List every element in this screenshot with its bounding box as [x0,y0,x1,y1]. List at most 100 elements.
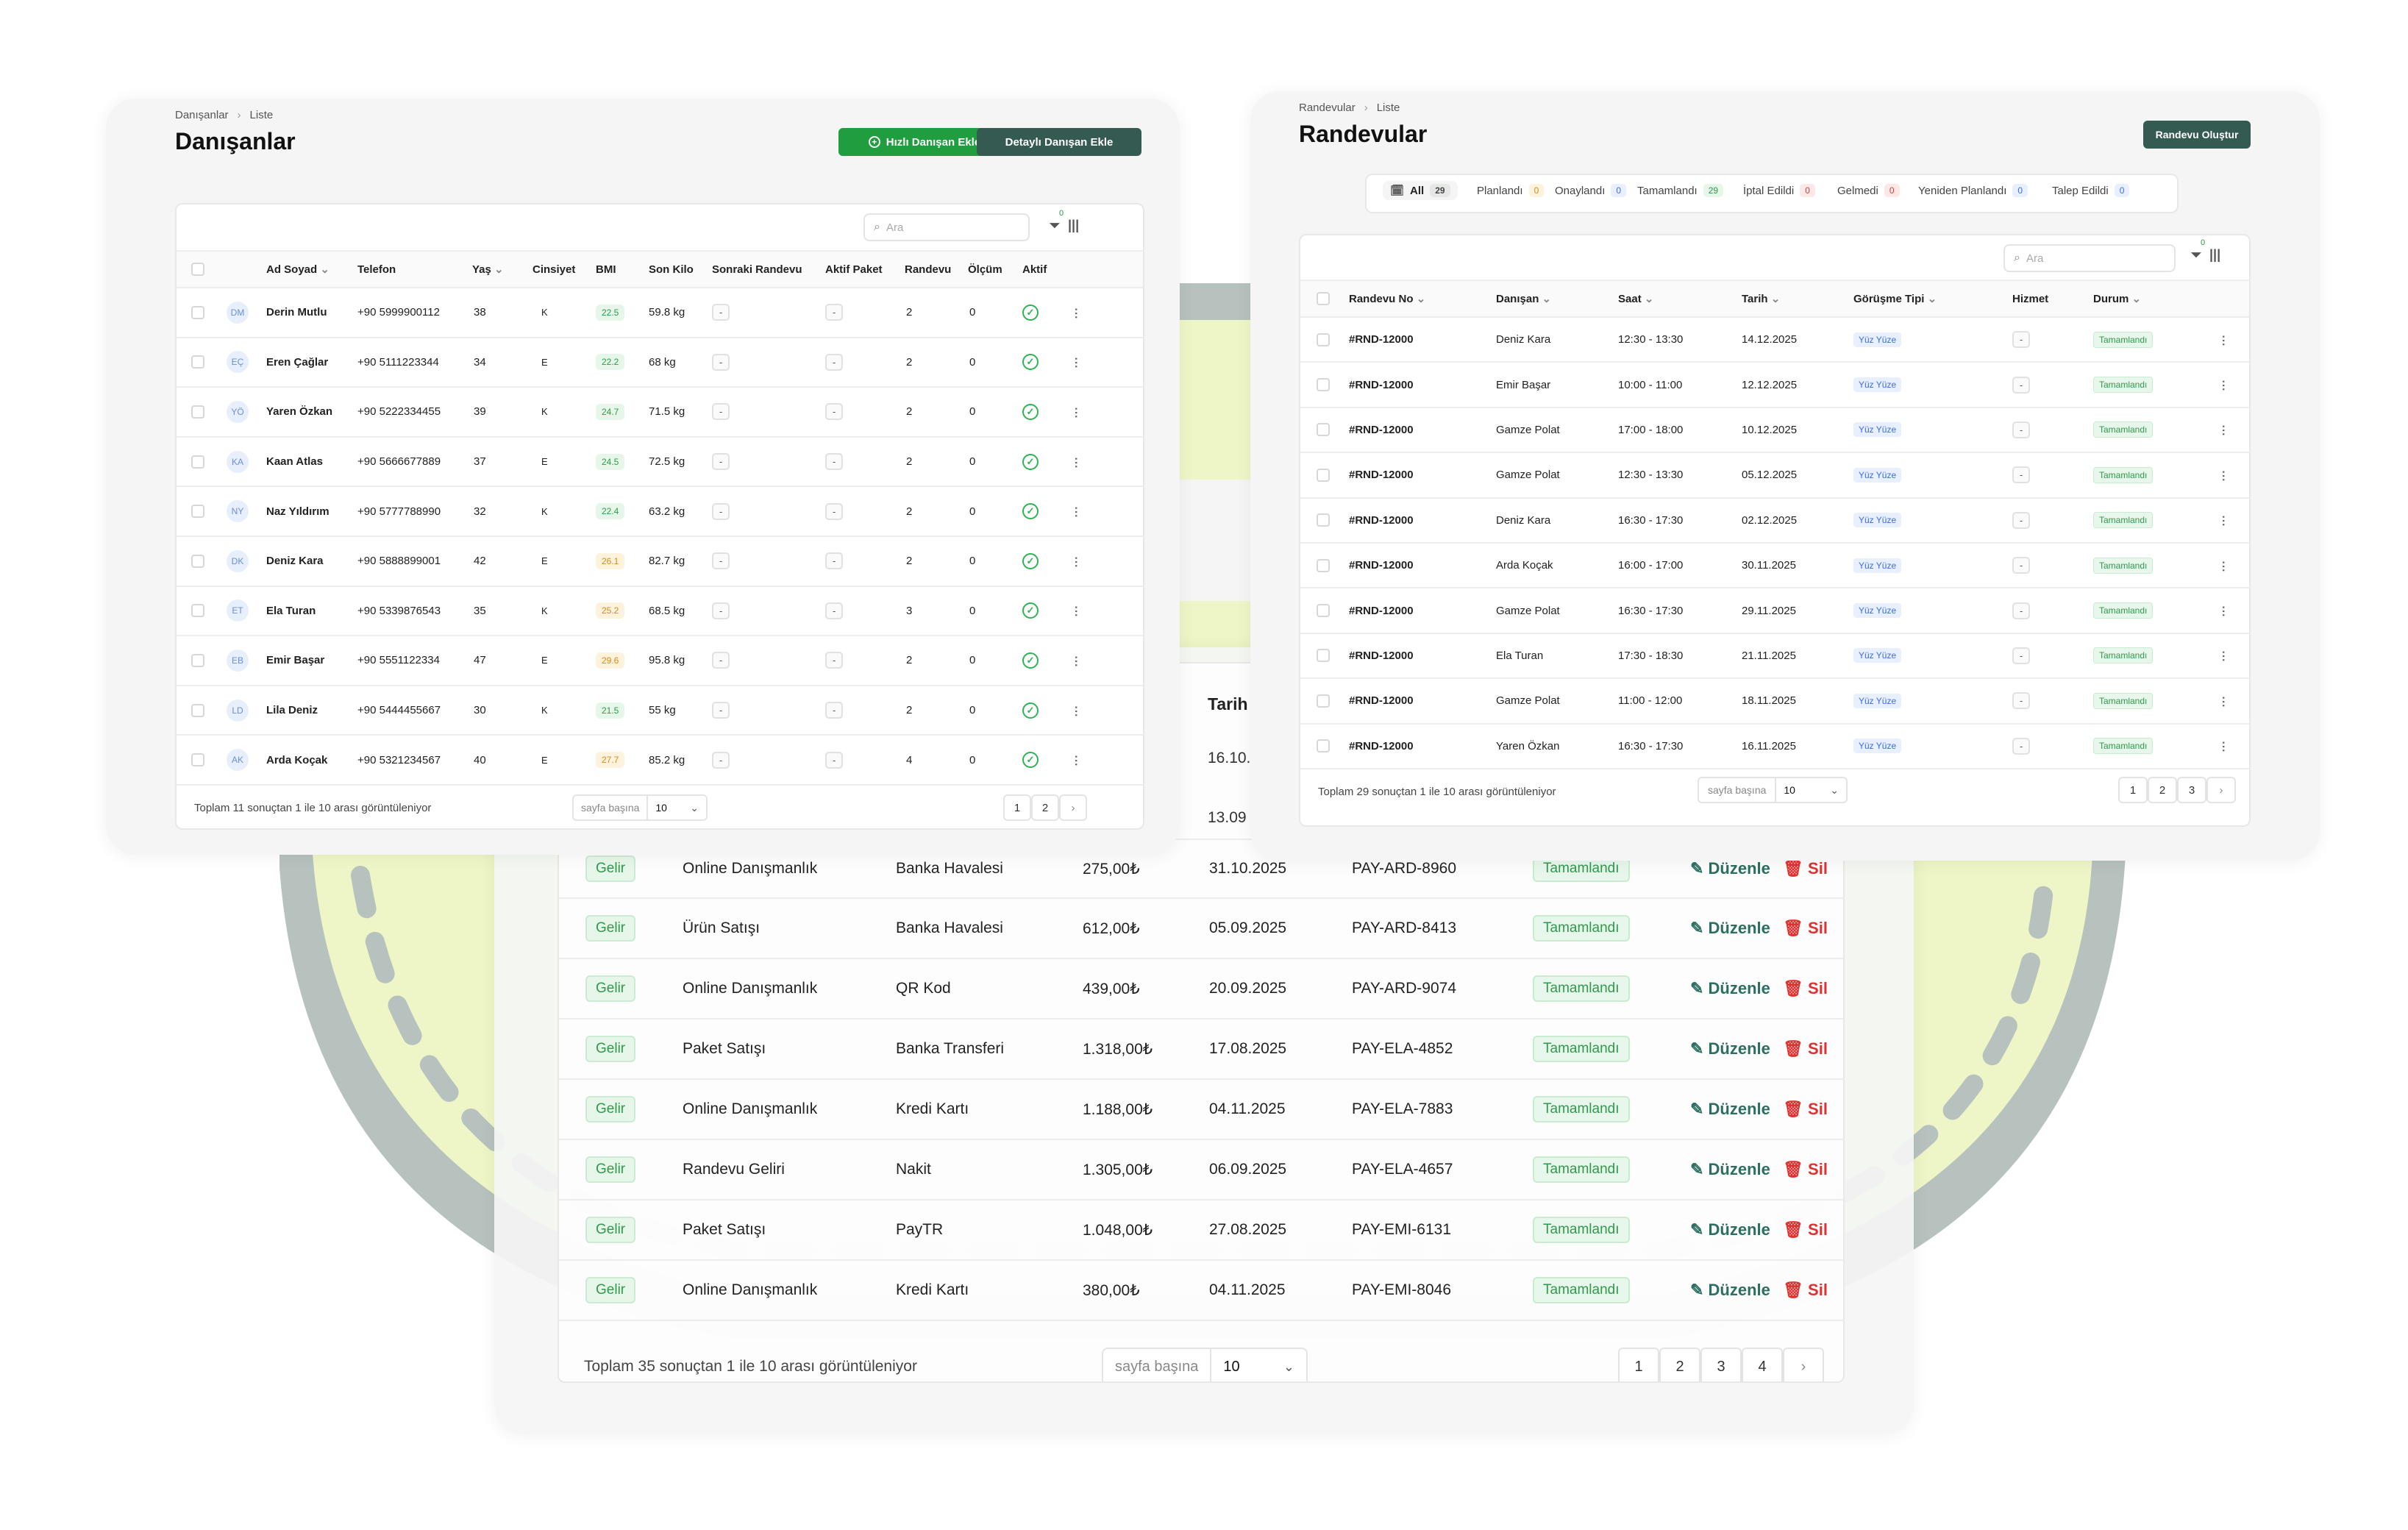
search-input[interactable]: ⌕ Ara [2003,244,2176,272]
delete-button[interactable]: 🗑 Sil [1783,1281,1828,1299]
appointment-number[interactable]: #RND-12000 [1349,559,1414,572]
row-checkbox[interactable] [191,753,204,767]
row-checkbox[interactable] [1317,739,1330,753]
row-checkbox[interactable] [1317,332,1330,346]
row-checkbox[interactable] [191,405,204,419]
row-actions-menu-icon[interactable]: ··· [2215,605,2234,617]
row-actions-menu-icon[interactable]: ··· [2215,740,2234,752]
delete-button[interactable]: 🗑 Sil [1783,1160,1828,1178]
payment-row[interactable]: Gelir Online Danışmanlık Kredi Kartı 380… [559,1261,1843,1321]
table-row[interactable]: NY Naz Yıldırım +90 5777788990 32 K 22.4 63.2 … [177,487,1143,537]
table-row[interactable]: AK Arda Koçak +90 5321234567 40 E 27.7 85.2 kg… [177,736,1143,786]
select-all-checkbox[interactable] [191,263,204,276]
table-row[interactable]: #RND-12000 Gamze Polat 11:00 - 12:00 18.11.… [1300,679,2249,725]
page-3-button[interactable]: 3 [1700,1348,1742,1381]
column-header[interactable]: Randevu No ⌄ [1349,293,1426,305]
client-name[interactable]: Derin Mutlu [266,306,327,319]
appointment-number[interactable]: #RND-12000 [1349,513,1414,527]
page-2-button[interactable]: 2 [1659,1348,1700,1381]
row-actions-menu-icon[interactable]: ··· [2215,333,2234,346]
row-checkbox[interactable] [1317,378,1330,392]
table-row[interactable]: KA Kaan Atlas +90 5666677889 37 E 24.5 72.5 kg… [177,438,1143,488]
table-row[interactable]: DK Deniz Kara +90 5888899001 42 E 26.1 82.7 kg… [177,537,1143,587]
breadcrumb-item[interactable]: Randevular [1299,102,1356,114]
payment-row[interactable]: Gelir Online Danışmanlık Banka Havalesi … [559,839,1843,899]
detailed-add-client-button[interactable]: Detaylı Danışan Ekle [977,128,1141,156]
edit-button[interactable]: ✎ Düzenle [1690,1039,1770,1058]
appointment-number[interactable]: #RND-12000 [1349,423,1414,436]
row-actions-menu-icon[interactable]: ··· [1067,455,1086,468]
edit-button[interactable]: ✎ Düzenle [1690,1281,1770,1299]
delete-button[interactable]: 🗑 Sil [1783,1039,1828,1058]
client-name[interactable]: Lila Deniz [266,704,318,717]
breadcrumb-item[interactable]: Liste [1376,102,1400,114]
client-name[interactable]: Deniz Kara [266,555,324,568]
row-actions-menu-icon[interactable]: ··· [2215,694,2234,707]
tab-i̇ptal-edildi[interactable]: İptal Edildi 0 [1743,184,1815,197]
column-header[interactable]: Saat ⌄ [1618,293,1654,305]
column-header[interactable]: Ad Soyad ⌄ [266,263,330,276]
row-actions-menu-icon[interactable]: ··· [1067,306,1086,319]
row-checkbox[interactable] [1317,558,1330,572]
column-header[interactable]: Görüşme Tipi ⌄ [1853,293,1937,305]
search-input[interactable]: ⌕ Ara [863,213,1030,241]
columns-icon[interactable]: ||| [1068,218,1080,232]
per-page-select[interactable]: sayfa başına 10 ⌄ [572,794,708,821]
client-name[interactable]: Ela Turan [266,604,316,617]
delete-button[interactable]: 🗑 Sil [1783,979,1828,997]
table-row[interactable]: #RND-12000 Deniz Kara 16:30 - 17:30 02.12.2… [1300,499,2249,544]
appointment-number[interactable]: #RND-12000 [1349,378,1414,391]
filter-icon[interactable]: ⏷ [1049,218,1061,234]
row-checkbox[interactable] [191,604,204,618]
row-actions-menu-icon[interactable]: ··· [1067,356,1086,369]
table-row[interactable]: EB Emir Başar +90 5551122334 47 E 29.6 95.8 kg… [177,636,1143,686]
row-checkbox[interactable] [191,554,204,568]
client-name[interactable]: Arda Koçak [266,753,328,766]
column-header[interactable]: Tarih ⌄ [1742,293,1781,305]
tab-yeniden-planlandı[interactable]: Yeniden Planlandı 0 [1918,184,2028,197]
table-row[interactable]: DM Derin Mutlu +90 5999900112 38 K 22.5 59.8 k… [177,288,1143,338]
delete-button[interactable]: 🗑 Sil [1783,919,1828,937]
appointment-number[interactable]: #RND-12000 [1349,469,1414,482]
tab-talep-edildi[interactable]: Talep Edildi 0 [2052,184,2130,197]
appointment-number[interactable]: #RND-12000 [1349,739,1414,752]
row-actions-menu-icon[interactable]: ··· [2215,514,2234,527]
table-row[interactable]: EÇ Eren Çağlar +90 5111223344 34 E 22.2 68 kg -… [177,338,1143,388]
next-page-button[interactable]: › [2206,777,2236,803]
edit-button[interactable]: ✎ Düzenle [1690,1100,1770,1118]
tab-planlandı[interactable]: Planlandı 0 [1477,184,1545,197]
delete-button[interactable]: 🗑 Sil [1783,859,1828,878]
table-row[interactable]: #RND-12000 Gamze Polat 12:30 - 13:30 05.12.… [1300,453,2249,499]
edit-button[interactable]: ✎ Düzenle [1690,1160,1770,1178]
row-checkbox[interactable] [1317,468,1330,482]
payment-row[interactable]: Gelir Randevu Geliri Nakit 1.305,00₺ 06.… [559,1140,1843,1200]
payment-row[interactable]: Gelir Online Danışmanlık Kredi Kartı 1.1… [559,1080,1843,1140]
table-row[interactable]: ET Ela Turan +90 5339876543 35 K 25.2 68.5 kg -… [177,587,1143,637]
appointment-number[interactable]: #RND-12000 [1349,694,1414,708]
next-page-button[interactable]: › [1059,794,1087,821]
row-checkbox[interactable] [191,505,204,519]
delete-button[interactable]: 🗑 Sil [1783,1220,1828,1239]
create-appointment-button[interactable]: Randevu Oluştur [2143,121,2251,149]
edit-button[interactable]: ✎ Düzenle [1690,1220,1770,1239]
appointment-number[interactable]: #RND-12000 [1349,649,1414,662]
tab-tamamlandı[interactable]: Tamamlandı 29 [1637,184,1724,197]
select-all-checkbox[interactable] [1317,292,1330,305]
row-actions-menu-icon[interactable]: ··· [2215,424,2234,436]
client-name[interactable]: Kaan Atlas [266,455,323,469]
page-2-button[interactable]: 2 [2148,777,2177,803]
table-row[interactable]: #RND-12000 Arda Koçak 16:00 - 17:00 30.11.2… [1300,544,2249,589]
table-row[interactable]: #RND-12000 Yaren Özkan 16:30 - 17:30 16.11.… [1300,725,2249,769]
row-actions-menu-icon[interactable]: ··· [1067,505,1086,518]
page-1-button[interactable]: 1 [1618,1348,1659,1381]
row-actions-menu-icon[interactable]: ··· [2215,469,2234,481]
appointment-number[interactable]: #RND-12000 [1349,333,1414,346]
row-checkbox[interactable] [1317,423,1330,437]
row-actions-menu-icon[interactable]: ··· [1067,654,1086,666]
edit-button[interactable]: ✎ Düzenle [1690,979,1770,997]
column-header[interactable]: Durum ⌄ [2093,293,2142,305]
row-checkbox[interactable] [1317,513,1330,527]
page-2-button[interactable]: 2 [1031,794,1059,821]
table-row[interactable]: YÖ Yaren Özkan +90 5222334455 39 K 24.7 71.5 k… [177,388,1143,438]
payment-row[interactable]: Gelir Paket Satışı PayTR 1.048,00₺ 27.08… [559,1200,1843,1261]
